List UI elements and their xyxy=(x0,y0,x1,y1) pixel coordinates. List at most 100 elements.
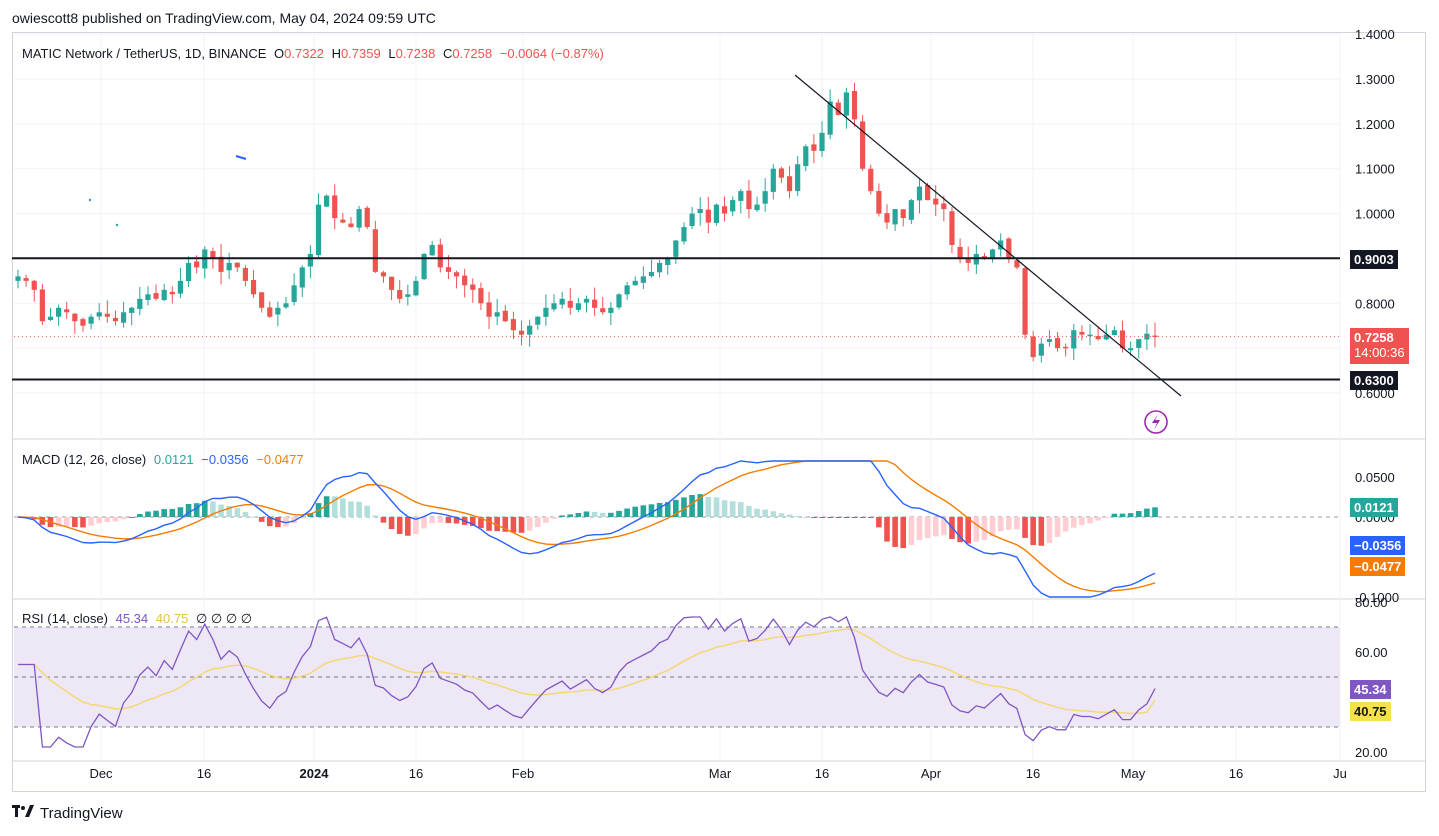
macd-histogram-bar xyxy=(575,513,582,517)
candle xyxy=(267,301,273,318)
macd-histogram-bar xyxy=(973,517,980,542)
macd-histogram-bar xyxy=(981,517,988,540)
macd-histogram-bar xyxy=(534,517,541,528)
macd-histogram-bar xyxy=(210,501,216,517)
macd-histogram-bar xyxy=(145,511,151,517)
candle xyxy=(892,209,898,231)
macd-histogram-bar xyxy=(1144,508,1150,517)
candle xyxy=(1063,343,1069,357)
macd-histogram-bar xyxy=(429,517,435,524)
macd-histogram-bar xyxy=(1014,517,1020,530)
time-tick-label: Mar xyxy=(709,766,732,781)
rsi-value: 45.34 xyxy=(115,611,149,626)
rsi-legend: RSI (14, close) 45.34 40.75 ∅ ∅ ∅ ∅ xyxy=(22,611,256,627)
time-tick-label: Apr xyxy=(921,766,942,781)
macd-histogram-bar xyxy=(177,507,184,517)
candle xyxy=(632,276,638,286)
time-tick-label: 16 xyxy=(197,766,211,781)
macd-histogram-bar xyxy=(1070,517,1077,528)
symbol-label[interactable]: MATIC Network / TetherUS, 1D, BINANCE xyxy=(22,46,267,61)
candle xyxy=(681,222,687,245)
macd-histogram-bar xyxy=(770,511,777,517)
macd-histogram-bar xyxy=(746,505,752,517)
macd-histogram-bar xyxy=(656,502,663,517)
macd-hist-value: 0.0121 xyxy=(153,452,194,467)
macd-histogram-bar xyxy=(1152,507,1158,517)
candle xyxy=(1136,338,1142,359)
macd-histogram-bar xyxy=(72,517,78,528)
candle xyxy=(640,266,646,289)
macd-histogram-bar xyxy=(1087,517,1093,524)
candle xyxy=(324,194,330,207)
candle xyxy=(372,220,378,274)
macd-histogram-bar xyxy=(413,517,419,535)
candle xyxy=(835,99,841,116)
macd-histogram-bar xyxy=(128,516,135,518)
candle xyxy=(527,319,533,347)
candle xyxy=(31,279,37,302)
candle xyxy=(819,121,825,157)
macd-histogram-bar xyxy=(762,509,768,517)
rsi-line xyxy=(18,616,1156,748)
candle xyxy=(762,178,768,212)
candle xyxy=(299,265,305,297)
candle xyxy=(624,281,630,300)
macd-histogram-bar xyxy=(242,512,249,517)
open-value: 0.7322 xyxy=(284,46,324,61)
macd-histogram-bar xyxy=(161,509,167,517)
macd-histogram-bar xyxy=(811,517,817,518)
macd-histogram-bar xyxy=(640,505,647,517)
candle xyxy=(592,287,598,316)
time-tick-label: 16 xyxy=(1229,766,1243,781)
time-tick-label: May xyxy=(1121,766,1146,781)
candle xyxy=(1087,324,1093,346)
macd-histogram-bar xyxy=(518,517,525,533)
candle xyxy=(161,283,167,302)
candle xyxy=(470,278,476,303)
candle xyxy=(397,280,403,304)
price-tick-label: 0.8000 xyxy=(1355,296,1395,311)
descending-trendline xyxy=(794,74,1182,397)
candle xyxy=(583,295,590,313)
macd-histogram-bar xyxy=(997,517,1004,532)
lightning-icon xyxy=(1144,410,1168,434)
candle xyxy=(510,311,517,339)
candle xyxy=(15,269,21,289)
rsi-title[interactable]: RSI (14, close) xyxy=(22,611,108,626)
macd-histogram-bar xyxy=(673,499,679,517)
macd-histogram-bar xyxy=(786,514,793,517)
rsi-extra: ∅ ∅ ∅ ∅ xyxy=(195,611,253,626)
candle xyxy=(185,256,192,288)
tradingview-logo-icon[interactable] xyxy=(12,804,34,823)
macd-histogram-bar xyxy=(1095,517,1101,521)
candle xyxy=(169,286,175,304)
macd-signal-tag: −0.0477 xyxy=(1350,557,1406,576)
bar-countdown: 14:00:36 xyxy=(1354,345,1405,360)
macd-histogram-bar xyxy=(583,511,590,517)
time-tick-label: Feb xyxy=(512,766,534,781)
macd-title[interactable]: MACD (12, 26, close) xyxy=(22,452,147,467)
macd-histogram-bar xyxy=(1111,513,1118,517)
macd-histogram-bar xyxy=(234,508,241,517)
macd-histogram-bar xyxy=(63,517,70,527)
rsi-tick-label: 60.00 xyxy=(1355,645,1388,660)
macd-histogram-bar xyxy=(169,508,176,517)
macd-histogram-bar xyxy=(348,501,354,517)
candle xyxy=(721,196,728,222)
candle xyxy=(730,196,736,217)
candle xyxy=(518,320,525,346)
candle xyxy=(1030,330,1036,362)
candle xyxy=(559,291,565,309)
macd-histogram-bar xyxy=(924,517,931,538)
rsi-tick-label: 80.00 xyxy=(1355,595,1388,610)
candle xyxy=(786,166,793,199)
candle xyxy=(689,206,695,230)
candle xyxy=(908,198,914,224)
candle xyxy=(437,238,443,273)
macd-histogram-bar xyxy=(567,514,574,517)
macd-histogram-bar xyxy=(754,508,760,517)
last-price-tag: 0.7258 14:00:36 xyxy=(1350,328,1409,364)
candle xyxy=(153,284,159,301)
time-tick-label: Dec xyxy=(89,766,113,781)
